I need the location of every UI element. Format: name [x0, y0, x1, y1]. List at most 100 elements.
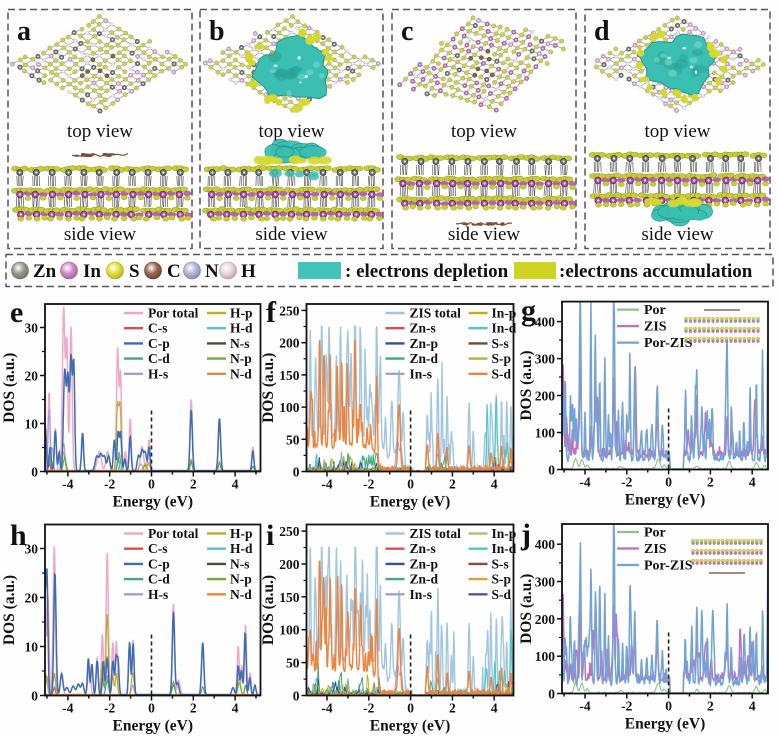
svg-text:Zn-s: Zn-s — [410, 541, 436, 556]
svg-text:H-d: H-d — [230, 321, 253, 336]
svg-text:-2: -2 — [621, 699, 632, 714]
svg-text:-2: -2 — [621, 475, 632, 490]
svg-text::electrons accumulation: :electrons accumulation — [559, 261, 753, 282]
svg-text:4: 4 — [232, 701, 239, 716]
svg-text:2: 2 — [449, 477, 456, 492]
svg-text:N-d: N-d — [230, 366, 252, 381]
svg-text:DOS (a.u.): DOS (a.u.) — [1, 575, 18, 645]
svg-text:top view: top view — [645, 121, 711, 142]
svg-text:N-p: N-p — [230, 351, 252, 366]
svg-text:S: S — [129, 261, 140, 282]
svg-text:In-d: In-d — [492, 321, 517, 336]
svg-text:2: 2 — [190, 477, 197, 492]
svg-text:In-s: In-s — [410, 587, 433, 602]
svg-text:-2: -2 — [363, 701, 374, 716]
svg-text:C: C — [167, 261, 181, 282]
svg-text:S-p: S-p — [492, 572, 512, 587]
svg-text:0: 0 — [665, 475, 672, 490]
svg-text:250: 250 — [279, 524, 300, 539]
svg-text:4: 4 — [491, 477, 498, 492]
svg-text:30: 30 — [25, 542, 39, 557]
svg-text:S-p: S-p — [492, 351, 512, 366]
svg-text:200: 200 — [279, 336, 300, 351]
svg-text:ZIS total: ZIS total — [410, 526, 462, 541]
svg-text:DOS (a.u.): DOS (a.u.) — [260, 353, 277, 423]
svg-text:0: 0 — [548, 463, 555, 478]
svg-text:H-d: H-d — [230, 541, 253, 556]
svg-text:DOS (a.u.): DOS (a.u.) — [260, 575, 277, 645]
svg-text:2: 2 — [707, 699, 714, 714]
svg-text:300: 300 — [535, 575, 556, 590]
svg-text:Energy (eV): Energy (eV) — [370, 718, 451, 735]
svg-text:H: H — [241, 261, 256, 282]
svg-text:N-s: N-s — [230, 336, 250, 351]
svg-text:: electrons depletion: : electrons depletion — [345, 261, 509, 282]
svg-text:In-d: In-d — [492, 541, 517, 556]
svg-text:Energy (eV): Energy (eV) — [625, 492, 706, 509]
svg-text:side view: side view — [64, 224, 137, 245]
svg-text:Por-ZIS: Por-ZIS — [644, 559, 693, 574]
svg-text:Zn: Zn — [33, 261, 57, 282]
svg-text:h: h — [10, 519, 27, 552]
svg-text:0: 0 — [407, 477, 414, 492]
svg-text:Zn-p: Zn-p — [410, 556, 439, 571]
svg-text:f: f — [266, 296, 277, 329]
svg-text:C-d: C-d — [148, 572, 170, 587]
svg-text:4: 4 — [749, 475, 756, 490]
svg-text:In-p: In-p — [492, 526, 517, 541]
svg-text:10: 10 — [25, 417, 39, 432]
svg-text:side view: side view — [641, 224, 714, 245]
svg-text:side view: side view — [448, 224, 521, 245]
svg-text:2: 2 — [707, 475, 714, 490]
svg-text:C-p: C-p — [148, 336, 170, 351]
svg-text:-4: -4 — [321, 477, 332, 492]
svg-text:Energy (eV): Energy (eV) — [370, 494, 451, 511]
svg-text:c: c — [401, 16, 413, 47]
svg-text:4: 4 — [749, 699, 756, 714]
svg-text:b: b — [209, 16, 225, 47]
svg-text:50: 50 — [286, 432, 300, 447]
svg-text:200: 200 — [279, 557, 300, 572]
svg-text:-2: -2 — [104, 701, 115, 716]
svg-text:C-s: C-s — [148, 541, 168, 556]
svg-text:0: 0 — [293, 465, 300, 480]
svg-text:g: g — [521, 294, 536, 327]
svg-text:H-p: H-p — [230, 306, 253, 321]
svg-text:In: In — [83, 261, 101, 282]
svg-text:ZIS: ZIS — [644, 320, 667, 335]
svg-text:50: 50 — [286, 656, 300, 671]
svg-text:-4: -4 — [62, 477, 73, 492]
svg-text:top view: top view — [259, 121, 325, 142]
svg-text:DOS (a.u.): DOS (a.u.) — [518, 574, 535, 644]
svg-text:-4: -4 — [321, 701, 332, 716]
svg-text:Por-ZIS: Por-ZIS — [644, 336, 693, 351]
svg-text:Zn-d: Zn-d — [410, 351, 439, 366]
svg-text:Por: Por — [644, 303, 666, 318]
svg-text:100: 100 — [279, 623, 300, 638]
svg-text:200: 200 — [535, 612, 556, 627]
svg-text:side view: side view — [255, 224, 328, 245]
svg-text:100: 100 — [535, 649, 556, 664]
svg-text:C-p: C-p — [148, 556, 170, 571]
svg-text:H-s: H-s — [148, 587, 168, 602]
svg-text:Por: Por — [644, 526, 666, 541]
svg-text:ZIS total: ZIS total — [410, 306, 462, 321]
svg-text:S-s: S-s — [492, 556, 509, 571]
svg-text:Energy (eV): Energy (eV) — [625, 716, 706, 733]
svg-text:Por total: Por total — [148, 306, 199, 321]
svg-text:0: 0 — [148, 477, 155, 492]
svg-text:4: 4 — [491, 701, 498, 716]
svg-text:top view: top view — [451, 121, 517, 142]
svg-text:C-s: C-s — [148, 321, 168, 336]
svg-text:20: 20 — [25, 591, 39, 606]
svg-text:-4: -4 — [579, 475, 590, 490]
svg-text:Zn-s: Zn-s — [410, 321, 436, 336]
svg-text:100: 100 — [535, 426, 556, 441]
svg-text:0: 0 — [548, 687, 555, 702]
svg-text:ZIS: ZIS — [644, 542, 667, 557]
svg-text:a: a — [17, 16, 31, 47]
svg-text:N: N — [205, 261, 219, 282]
svg-text:i: i — [266, 519, 274, 552]
svg-text:DOS (a.u.): DOS (a.u.) — [518, 350, 535, 420]
svg-text:400: 400 — [535, 537, 556, 552]
